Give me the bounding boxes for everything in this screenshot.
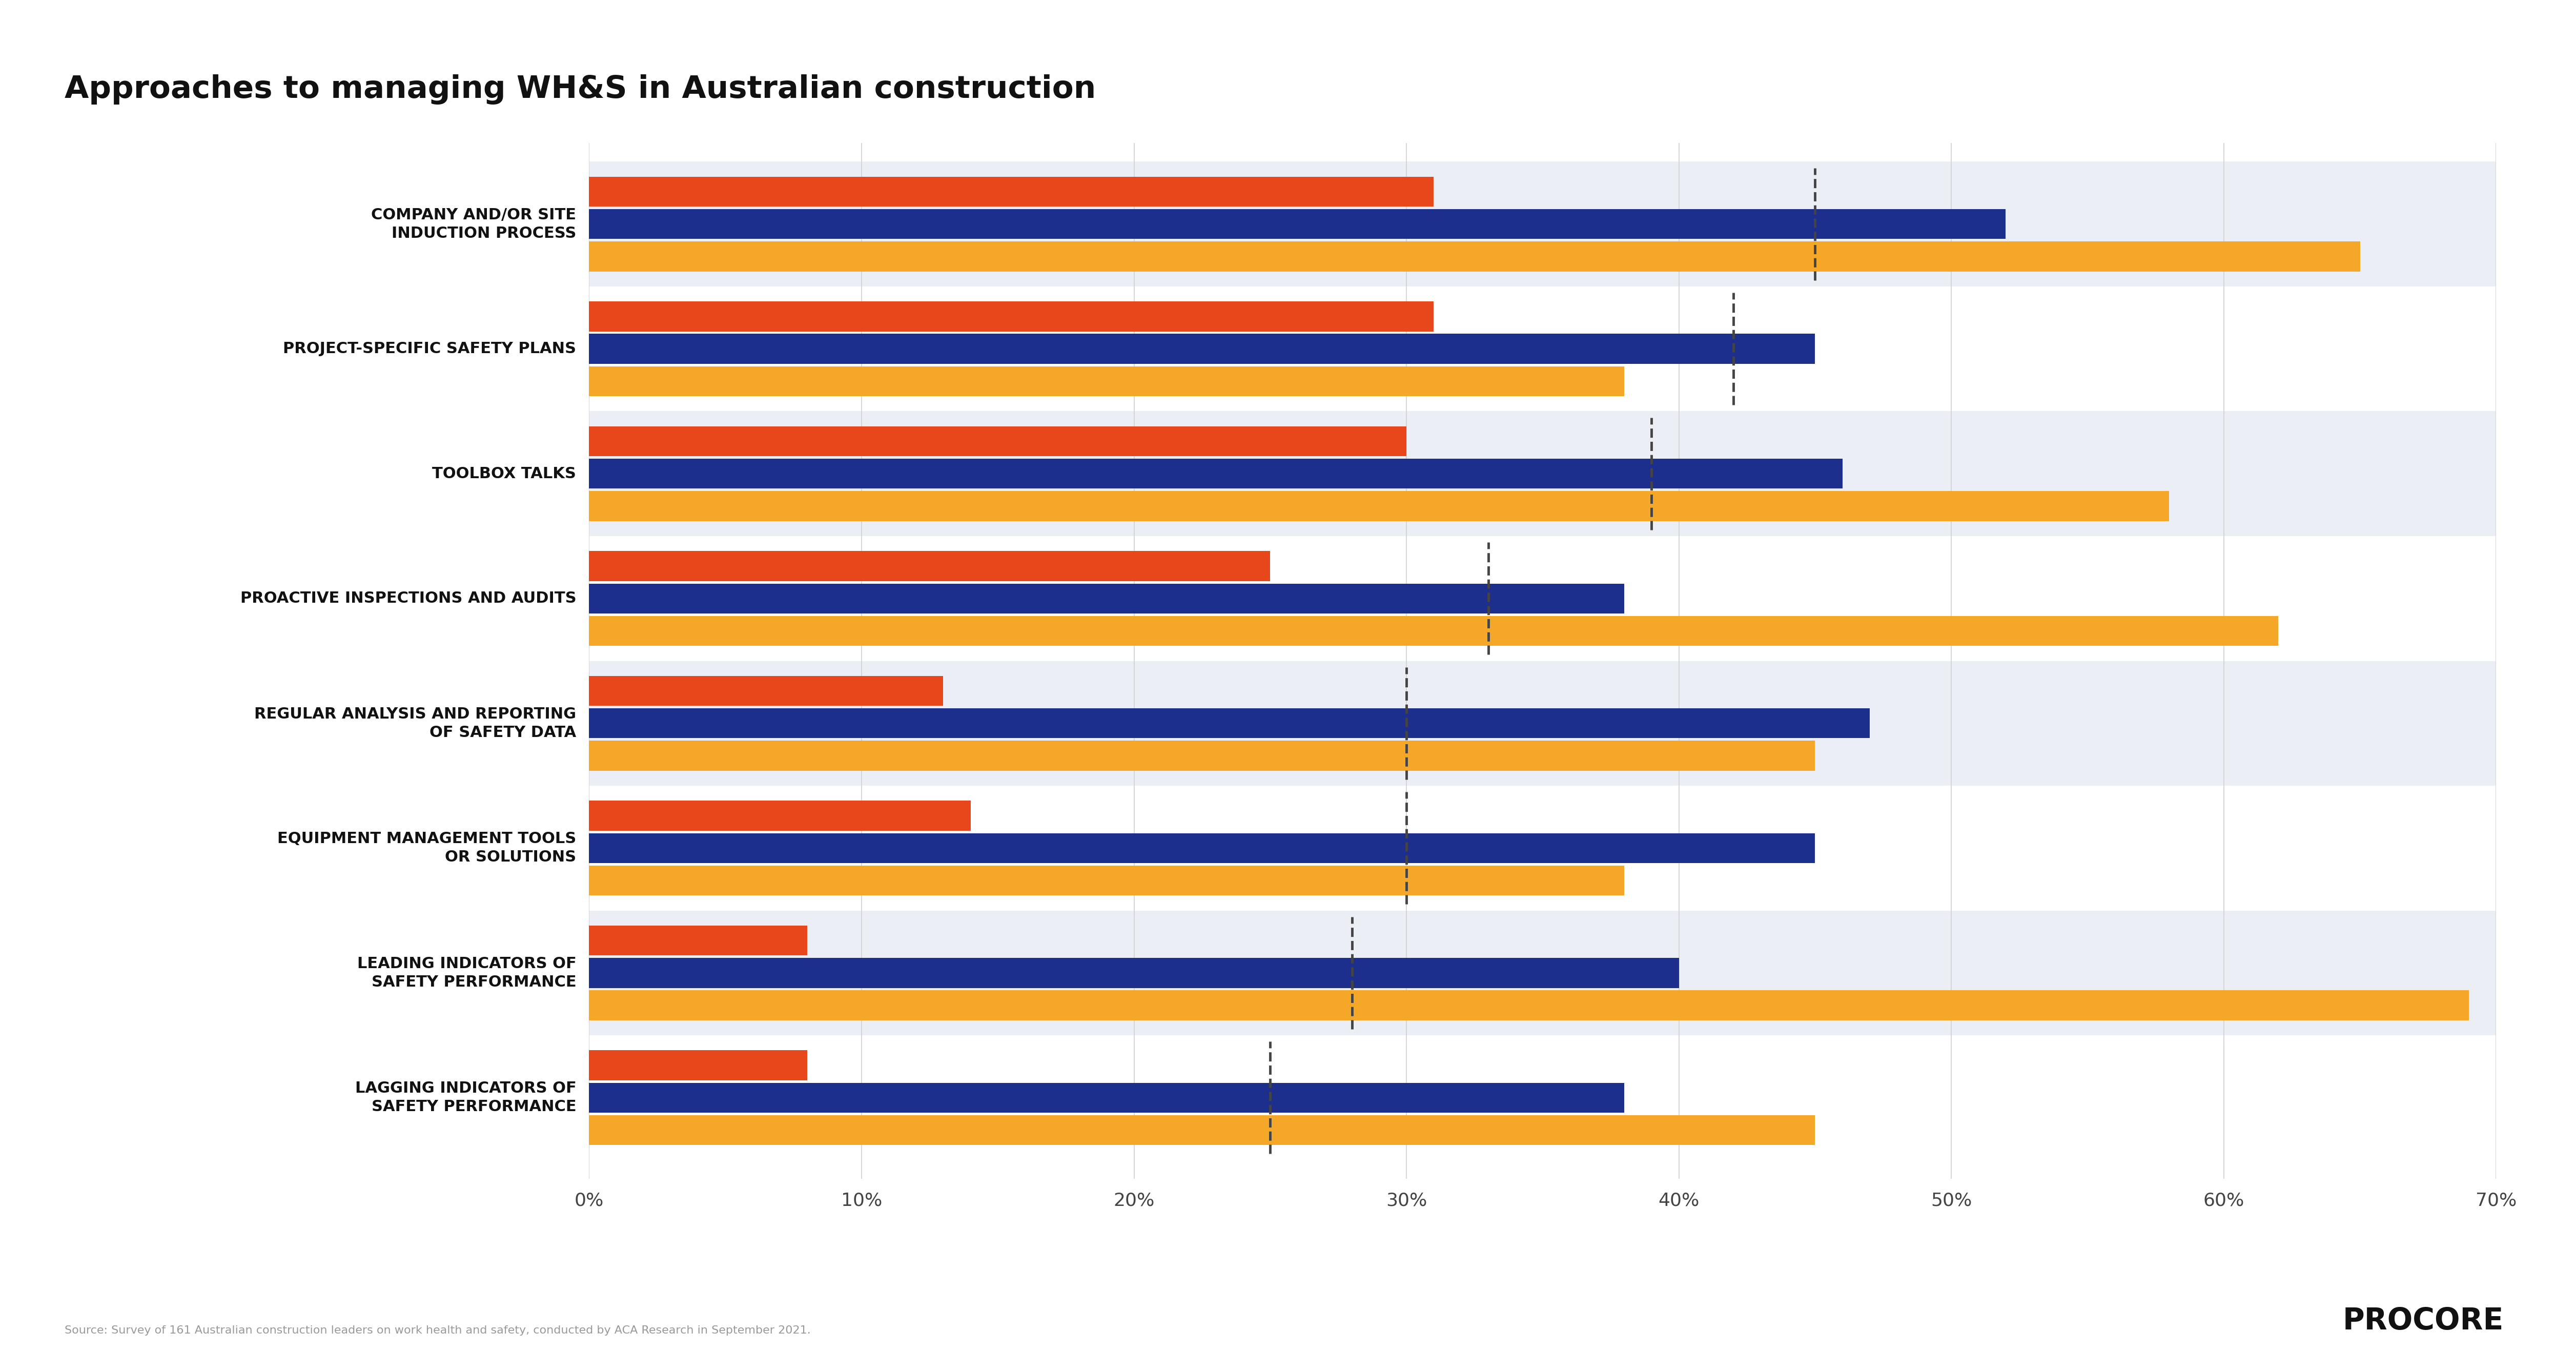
Bar bbox=[590, 833, 1816, 863]
Bar bbox=[590, 661, 2496, 786]
Bar bbox=[590, 865, 1625, 895]
Bar bbox=[590, 242, 2360, 272]
Bar bbox=[590, 617, 2277, 646]
Text: LAGGING INDICATORS OF
SAFETY PERFORMANCE: LAGGING INDICATORS OF SAFETY PERFORMANCE bbox=[355, 1082, 577, 1114]
Bar bbox=[590, 1115, 1816, 1145]
Bar bbox=[590, 301, 1435, 331]
Bar bbox=[590, 800, 971, 830]
Text: COMPANY AND/OR SITE
INDUCTION PROCESS: COMPANY AND/OR SITE INDUCTION PROCESS bbox=[371, 207, 577, 241]
Text: Approaches to managing WH&S in Australian construction: Approaches to managing WH&S in Australia… bbox=[64, 74, 1095, 104]
Bar bbox=[590, 458, 1842, 488]
Bar bbox=[590, 1051, 806, 1080]
Bar bbox=[590, 287, 2496, 411]
Bar bbox=[590, 584, 1625, 614]
Bar bbox=[590, 366, 1625, 396]
Bar bbox=[590, 210, 2007, 239]
Bar bbox=[590, 426, 1406, 456]
Text: REGULAR ANALYSIS AND REPORTING
OF SAFETY DATA: REGULAR ANALYSIS AND REPORTING OF SAFETY… bbox=[255, 707, 577, 740]
Text: LEADING INDICATORS OF
SAFETY PERFORMANCE: LEADING INDICATORS OF SAFETY PERFORMANCE bbox=[358, 956, 577, 990]
Bar bbox=[590, 162, 2496, 287]
Bar bbox=[590, 708, 1870, 738]
Bar bbox=[590, 926, 806, 956]
Bar bbox=[590, 959, 1680, 988]
Bar bbox=[590, 910, 2496, 1036]
Text: PROCORE: PROCORE bbox=[2342, 1306, 2504, 1336]
Text: PROJECT-SPECIFIC SAFETY PLANS: PROJECT-SPECIFIC SAFETY PLANS bbox=[283, 342, 577, 357]
Bar bbox=[590, 411, 2496, 535]
Bar bbox=[590, 334, 1816, 364]
Bar bbox=[590, 1083, 1625, 1113]
Bar bbox=[590, 991, 2468, 1021]
Text: TOOLBOX TALKS: TOOLBOX TALKS bbox=[433, 466, 577, 481]
Bar bbox=[590, 786, 2496, 910]
Text: Source: Survey of 161 Australian construction leaders on work health and safety,: Source: Survey of 161 Australian constru… bbox=[64, 1325, 811, 1336]
Bar bbox=[590, 491, 2169, 521]
Bar bbox=[590, 535, 2496, 661]
Bar bbox=[590, 741, 1816, 771]
Bar bbox=[590, 177, 1435, 207]
Bar bbox=[590, 676, 943, 706]
Text: PROACTIVE INSPECTIONS AND AUDITS: PROACTIVE INSPECTIONS AND AUDITS bbox=[240, 591, 577, 606]
Bar bbox=[590, 552, 1270, 581]
Bar bbox=[590, 1036, 2496, 1160]
Text: EQUIPMENT MANAGEMENT TOOLS
OR SOLUTIONS: EQUIPMENT MANAGEMENT TOOLS OR SOLUTIONS bbox=[278, 831, 577, 865]
